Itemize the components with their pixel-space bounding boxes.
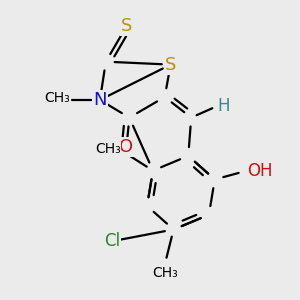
Text: CH₃: CH₃ — [152, 266, 178, 280]
Text: N: N — [93, 91, 107, 109]
Text: S: S — [121, 17, 132, 35]
Text: Cl: Cl — [104, 232, 120, 250]
Text: H: H — [218, 97, 230, 115]
Text: OH: OH — [247, 162, 273, 180]
Text: CH₃: CH₃ — [44, 92, 70, 106]
Text: CH₃: CH₃ — [95, 142, 121, 155]
Text: O: O — [119, 138, 134, 156]
Text: S: S — [165, 56, 176, 74]
